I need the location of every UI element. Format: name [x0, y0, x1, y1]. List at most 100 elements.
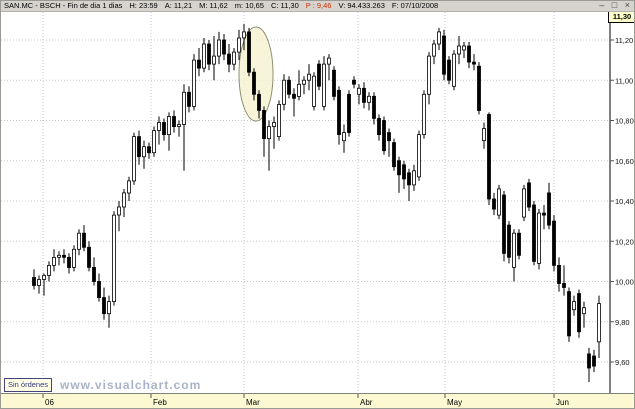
- candle: [257, 90, 261, 119]
- candle: [597, 295, 601, 358]
- candle: [97, 273, 101, 302]
- candle: [552, 215, 556, 272]
- candle: [217, 31, 221, 65]
- candle: [522, 184, 526, 222]
- price-tick-label: 9,60: [615, 358, 630, 367]
- candle: [562, 265, 566, 296]
- candle: [167, 112, 171, 151]
- candle: [362, 82, 366, 109]
- candle: [452, 50, 456, 91]
- candle: [532, 201, 536, 266]
- candle: [92, 257, 96, 286]
- candle: [87, 241, 91, 272]
- candle: [137, 130, 141, 165]
- candle: [492, 192, 496, 216]
- candle: [592, 349, 596, 373]
- candle: [32, 269, 36, 290]
- candle: [537, 209, 541, 270]
- candle: [292, 88, 296, 117]
- candle: [107, 295, 111, 328]
- chart-titlebar: SAN.MC - BSCH - Fin de dia 1 dias H: 23:5…: [1, 1, 634, 12]
- candle: [317, 60, 321, 91]
- candle: [347, 90, 351, 137]
- candle: [177, 120, 181, 137]
- candle: [412, 164, 416, 191]
- candle: [222, 34, 226, 61]
- price-tick-label: 11,00: [615, 76, 633, 85]
- price-tick-label: 10,20: [615, 237, 634, 246]
- month-label: Mar: [246, 398, 260, 407]
- candle: [152, 126, 156, 157]
- candle: [132, 132, 136, 185]
- visualchart-watermark: www.visualchart.com: [60, 378, 202, 392]
- candle: [307, 64, 311, 91]
- candle: [287, 76, 291, 99]
- candle: [422, 90, 426, 139]
- candle: [382, 116, 386, 155]
- candle: [392, 138, 396, 171]
- month-label: 06: [45, 398, 54, 407]
- candle: [127, 176, 131, 201]
- candle: [447, 56, 451, 85]
- candle: [432, 40, 436, 65]
- candle: [587, 347, 591, 383]
- candle: [402, 160, 406, 189]
- candle: [327, 54, 331, 81]
- candle: [157, 116, 161, 145]
- candle: [207, 40, 211, 71]
- candle: [112, 211, 116, 306]
- candle: [82, 225, 86, 252]
- candle: [312, 72, 316, 111]
- candle: [482, 122, 486, 149]
- candle: [547, 182, 551, 230]
- candle: [37, 275, 41, 294]
- price-tick-label: 10,60: [615, 157, 634, 166]
- candle: [477, 62, 481, 115]
- candle: [497, 184, 501, 220]
- candle: [182, 84, 186, 171]
- candle: [282, 74, 286, 111]
- header-field: H: 23:59: [129, 1, 158, 10]
- maximize-icon[interactable]: □: [611, 0, 618, 10]
- candle: [232, 48, 236, 71]
- header-field: P : 9,46: [305, 1, 332, 10]
- candle: [277, 100, 281, 141]
- header-field: C: 11,30: [270, 1, 299, 10]
- candle: [367, 92, 371, 111]
- window-controls: – □ ×: [594, 1, 630, 11]
- candle: [62, 249, 66, 264]
- candle: [417, 130, 421, 181]
- instrument-info-text: SAN.MC - BSCH - Fin de dia 1 dias H: 23:5…: [4, 1, 445, 10]
- header-field: SAN.MC - BSCH - Fin de dia 1 dias: [4, 1, 123, 10]
- candle: [407, 168, 411, 201]
- candle: [162, 118, 166, 141]
- candle: [272, 116, 276, 149]
- month-label: Feb: [153, 398, 167, 407]
- candle: [197, 48, 201, 77]
- price-tick-label: 10,40: [615, 197, 634, 206]
- candle: [122, 188, 126, 218]
- candle: [242, 23, 246, 51]
- candle: [397, 156, 401, 193]
- time-axis-strip: [1, 394, 634, 408]
- candle: [377, 114, 381, 141]
- candle: [147, 142, 151, 159]
- candle: [302, 76, 306, 95]
- candle: [337, 86, 341, 145]
- candle: [42, 273, 46, 296]
- candle: [542, 205, 546, 230]
- month-label: Abr: [360, 398, 373, 407]
- candle: [527, 178, 531, 212]
- minimize-icon[interactable]: –: [599, 0, 605, 10]
- orders-status-badge: Sin órdenes: [4, 378, 53, 392]
- close-icon[interactable]: ×: [624, 0, 630, 10]
- candle: [577, 289, 581, 338]
- candle: [487, 112, 491, 205]
- candle: [567, 287, 571, 342]
- candle: [462, 42, 466, 59]
- price-tick-label: 9,80: [615, 318, 630, 327]
- candle: [52, 249, 56, 272]
- candle: [297, 70, 301, 101]
